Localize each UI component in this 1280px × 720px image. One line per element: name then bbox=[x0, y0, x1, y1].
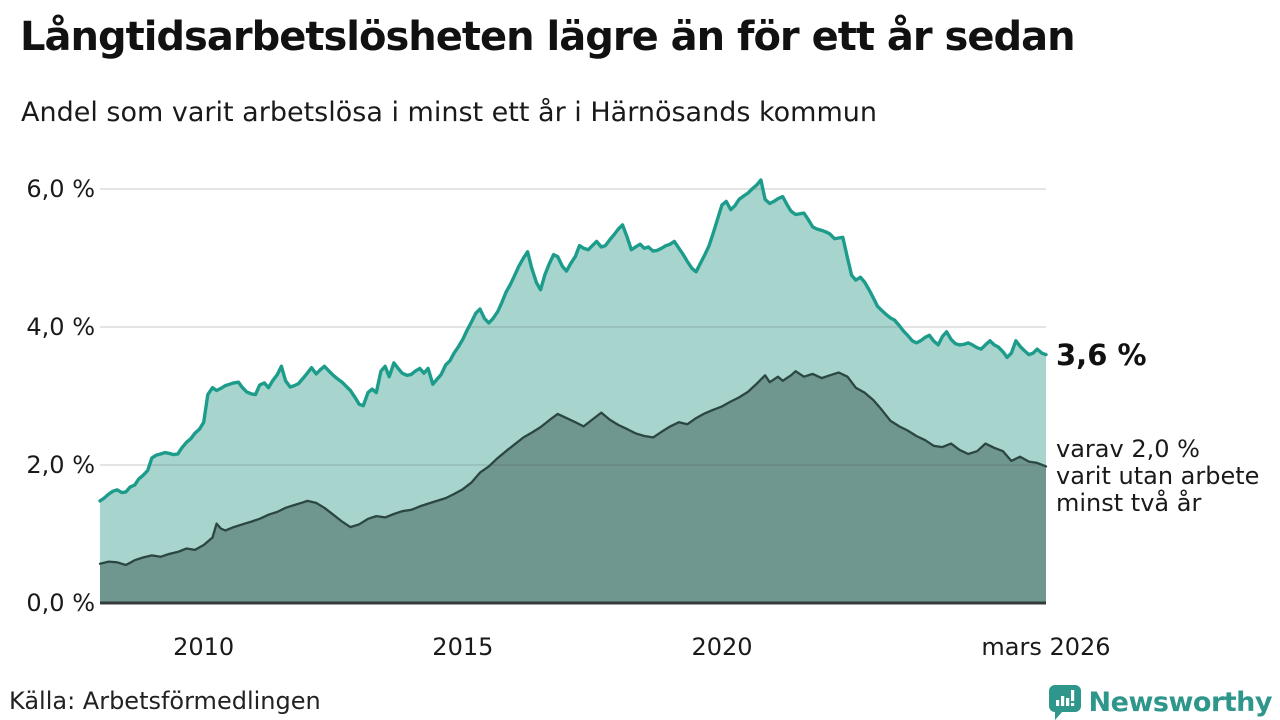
y-tick-label-4: 4,0 % bbox=[26, 313, 95, 341]
series2-end-label-line2: varit utan arbete bbox=[1056, 462, 1260, 490]
series1-end-value-label: 3,6 % bbox=[1056, 337, 1147, 372]
area-fill-minst-tva-ar bbox=[100, 371, 1046, 603]
y-tick-label-2: 2,0 % bbox=[26, 451, 95, 479]
x-tick-label-mars-2026: mars 2026 bbox=[981, 633, 1111, 661]
y-tick-label-6: 6,0 % bbox=[26, 175, 95, 203]
source-note: Källa: Arbetsförmedlingen bbox=[9, 687, 321, 715]
x-tick-label-2010: 2010 bbox=[173, 633, 235, 661]
page-title: Långtidsarbetslösheten lägre än för ett … bbox=[20, 14, 1076, 60]
series2-end-value-label: varav 2,0 % varit utan arbete minst två … bbox=[1056, 436, 1259, 517]
line-minst-tva-ar bbox=[98, 370, 1048, 567]
series2-end-label-line1: varav 2,0 % bbox=[1056, 435, 1200, 463]
x-tick-label-2015: 2015 bbox=[432, 633, 494, 661]
page-subtitle: Andel som varit arbetslösa i minst ett å… bbox=[21, 97, 877, 128]
brand-name: Newsworthy bbox=[1088, 686, 1273, 718]
x-tick-label-2020: 2020 bbox=[691, 633, 753, 661]
newsworthy-bubble-chart-icon bbox=[1048, 685, 1081, 720]
brand-logo: Newsworthy bbox=[1048, 684, 1273, 720]
y-tick-label-0: 0,0 % bbox=[26, 589, 95, 617]
gridlines bbox=[100, 188, 1046, 466]
line-minst-ett-ar bbox=[98, 178, 1048, 503]
series2-end-label-line3: minst två år bbox=[1056, 489, 1202, 517]
